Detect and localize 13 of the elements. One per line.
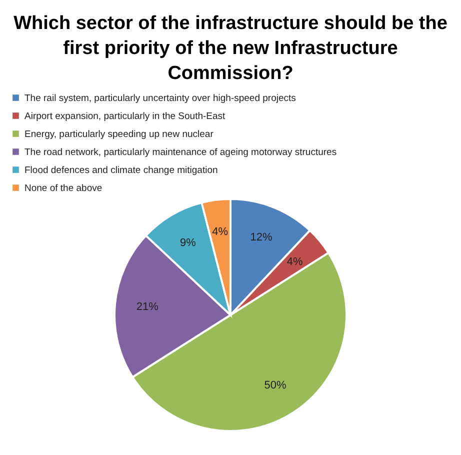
data-label: 4% (212, 226, 228, 238)
data-label: 9% (180, 237, 196, 250)
legend-label: None of the above (24, 182, 102, 194)
data-label: 50% (264, 380, 286, 392)
data-label: 21% (136, 301, 159, 314)
data-label: 12% (250, 231, 272, 244)
legend-label: The road network, particularly maintenance of ageing motorway structures (24, 146, 337, 158)
legend-label: Flood defences and climate change mitigation (24, 164, 218, 176)
data-label: 4% (286, 256, 304, 268)
legend-label: The rail system, particularly uncertainty over high-speed projects (24, 92, 296, 104)
legend-label: Energy, particularly speeding up new nuclear (24, 128, 214, 140)
chart-title: Which sector of the infrastructure should be the first priority of the new Infrastructure Commission? (14, 13, 448, 84)
legend-label: Airport expansion, particularly in the South-East (24, 110, 226, 122)
